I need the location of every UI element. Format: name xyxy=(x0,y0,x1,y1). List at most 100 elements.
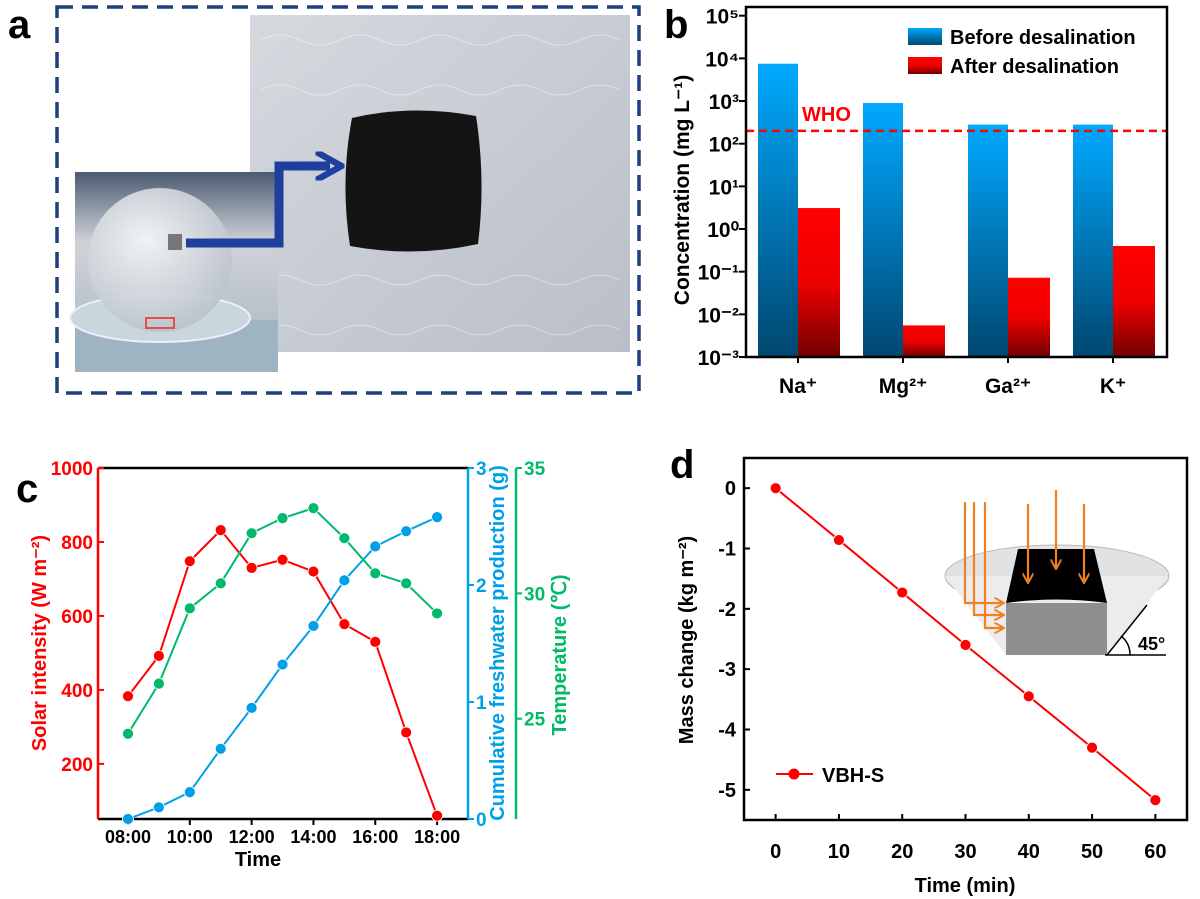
bar-after xyxy=(903,325,945,357)
y-tick-label: 25 xyxy=(524,710,546,731)
evaporator-inset-diagram: 45° xyxy=(944,490,1170,656)
panel-a: a xyxy=(8,3,641,395)
x-tick-label: 14:00 xyxy=(290,827,336,847)
data-point xyxy=(307,565,320,578)
panel-label-b: b xyxy=(664,3,688,47)
series-line xyxy=(127,506,438,735)
arrow-icon xyxy=(186,166,330,248)
data-point xyxy=(400,525,413,538)
legend-swatch-before xyxy=(908,28,942,45)
y-tick-label: 10⁻¹ xyxy=(698,262,739,285)
y-tick-label: 10⁴ xyxy=(705,48,739,71)
data-point xyxy=(431,809,443,822)
data-point xyxy=(152,649,165,662)
data-point xyxy=(431,607,443,620)
data-point xyxy=(431,511,443,524)
y-tick-label: -5 xyxy=(718,780,736,802)
y-tick-label: 1000 xyxy=(51,459,93,480)
y-tick-label: 10¹ xyxy=(709,176,739,199)
x-tick-label: 0 xyxy=(770,841,781,863)
y-tick-label: 10⁻² xyxy=(698,304,739,327)
x-tick-label: 16:00 xyxy=(352,827,398,847)
x-tick-label: Mg²⁺ xyxy=(879,375,927,398)
legend-swatch-after xyxy=(908,57,942,74)
data-point xyxy=(152,677,165,690)
data-point xyxy=(183,555,196,568)
series-line xyxy=(127,528,439,817)
data-point xyxy=(245,527,258,540)
y-tick-label: 800 xyxy=(61,533,93,554)
data-point xyxy=(245,701,258,714)
x-axis-label: Time (min) xyxy=(915,875,1016,897)
y-tick-label: 10² xyxy=(709,134,739,157)
data-point xyxy=(214,742,227,755)
x-tick-label: K⁺ xyxy=(1100,375,1126,398)
legend-label-before: Before desalination xyxy=(950,27,1136,49)
x-tick-label: 12:00 xyxy=(229,827,275,847)
data-point xyxy=(369,635,382,648)
x-tick-label: 08:00 xyxy=(105,827,151,847)
main-photo xyxy=(250,15,630,352)
x-tick-label: 10 xyxy=(828,841,850,863)
data-point xyxy=(400,577,413,590)
data-point xyxy=(896,586,909,599)
x-tick-label: 50 xyxy=(1081,841,1103,863)
x-tick-label: 30 xyxy=(954,841,976,863)
inset-photo xyxy=(69,172,278,372)
x-tick-label: 18:00 xyxy=(414,827,460,847)
x-tick-label: 20 xyxy=(891,841,913,863)
y-tick-label: 10⁵ xyxy=(706,6,739,29)
y-tick-label: -2 xyxy=(718,599,736,621)
y-axis-label: Mass change (kg m⁻²) xyxy=(676,536,698,744)
bar-before xyxy=(968,124,1008,357)
y-tick-label: 35 xyxy=(524,459,546,480)
legend-label-after: After desalination xyxy=(950,56,1119,78)
panel-label-d: d xyxy=(670,443,694,487)
y-tick-label: 1 xyxy=(476,693,487,714)
bar-before xyxy=(758,63,798,358)
angle-label: 45° xyxy=(1138,634,1165,654)
who-label: WHO xyxy=(802,104,851,126)
plot-frame xyxy=(744,5,1169,359)
data-point xyxy=(833,534,845,546)
y-tick-label: -3 xyxy=(718,659,736,681)
bar-before xyxy=(863,102,903,358)
data-point xyxy=(214,524,227,537)
bar-after xyxy=(1008,277,1050,357)
data-point xyxy=(276,658,289,671)
y-tick-label: 2 xyxy=(476,576,487,597)
data-point xyxy=(400,726,413,739)
x-tick-label: 10:00 xyxy=(167,827,213,847)
y-axis-label: Concentration (mg L⁻¹) xyxy=(671,75,694,305)
x-axis-label: Time xyxy=(235,849,281,871)
data-point xyxy=(338,532,351,545)
panel-label-a: a xyxy=(8,3,31,47)
y-axis-label: Solar intensity (W m⁻²) xyxy=(29,535,51,751)
data-point xyxy=(769,482,782,495)
data-point xyxy=(307,502,320,515)
legend-label: VBH-S xyxy=(822,765,884,787)
data-point xyxy=(338,618,351,630)
data-point xyxy=(183,602,196,615)
data-point xyxy=(338,574,351,587)
data-point xyxy=(1022,690,1035,703)
y-tick-label: 0 xyxy=(476,810,487,831)
y-tick-label: 10³ xyxy=(709,91,739,114)
y-axis-label: Temperature (℃) xyxy=(549,574,571,735)
bar-after xyxy=(798,208,840,357)
dashed-frame xyxy=(55,5,641,395)
panel-d-chart: d 45° 0 10 20 30 40 50 60 0 -1 -2 -3 -4 -5 Time (min)… xyxy=(670,443,1189,897)
y-tick-label: 30 xyxy=(524,584,545,605)
y-tick-label: 3 xyxy=(476,459,487,480)
x-tick-label: Na⁺ xyxy=(779,375,817,398)
data-point xyxy=(369,540,382,553)
data-point xyxy=(1149,794,1162,806)
panel-b-chart: b Na⁺ Mg²⁺ Ga²⁺ K⁺ WHO 10⁻³ 10⁻² 10⁻¹ 10⁰ 10¹ 10² 1… xyxy=(664,3,1169,398)
y-tick-label: -4 xyxy=(718,720,737,742)
data-point xyxy=(122,813,134,825)
y-tick-label: 0 xyxy=(725,478,736,500)
y-tick-label: 400 xyxy=(61,681,93,702)
x-tick-label: 40 xyxy=(1018,841,1040,863)
data-point xyxy=(1086,741,1098,754)
